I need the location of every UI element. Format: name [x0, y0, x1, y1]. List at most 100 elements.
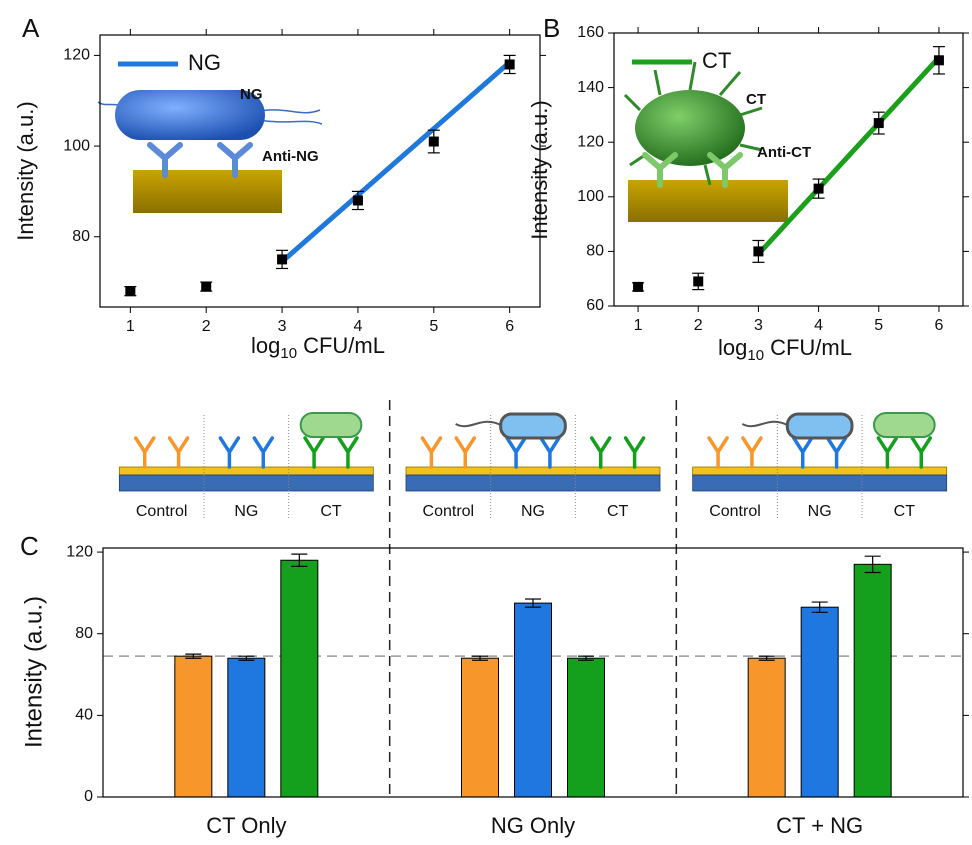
- schematic-label: CT: [320, 503, 342, 520]
- schematic-label: CT: [894, 503, 916, 520]
- plot-frame: [102, 547, 964, 798]
- substrate-gold: [118, 466, 374, 476]
- legend-label: NG: [188, 50, 221, 75]
- x-tick-label: CT Only: [206, 813, 286, 838]
- bar: [800, 606, 839, 798]
- bar: [853, 563, 892, 798]
- antibody: [791, 436, 814, 469]
- antibody: [876, 436, 899, 469]
- data-point: [428, 136, 439, 147]
- ng-flagellum: [741, 420, 788, 428]
- y-axis-title: Intensity (a.u.): [20, 596, 47, 748]
- y-tick-label: 80: [75, 625, 93, 642]
- panel-label: A: [22, 13, 40, 43]
- y-tick-label: 40: [75, 707, 93, 724]
- fit-line: [756, 55, 941, 256]
- panel-label: B: [543, 13, 560, 43]
- data-point: [873, 118, 884, 129]
- data-point: [504, 59, 515, 70]
- data-point: [753, 246, 764, 257]
- panel-label: C: [20, 531, 39, 561]
- antibody: [505, 436, 527, 469]
- x-tick-label: 4: [814, 317, 823, 334]
- fit-line: [280, 60, 512, 264]
- x-tick-label: 1: [634, 317, 643, 334]
- illustration-ng: [97, 90, 323, 213]
- x-tick-label: NG Only: [491, 813, 575, 838]
- data-point: [933, 55, 944, 66]
- bar: [514, 602, 552, 798]
- bar: [461, 657, 499, 798]
- x-axis-title: log10 CFU/mL: [718, 335, 852, 364]
- bar: [280, 559, 319, 798]
- antibody: [133, 436, 156, 469]
- x-tick-label: 4: [353, 318, 362, 335]
- data-point: [813, 183, 824, 194]
- illustration-ct: [623, 61, 788, 222]
- schematic-label: Control: [136, 503, 188, 520]
- antibody: [539, 436, 561, 469]
- ng-bacterium: [499, 412, 567, 440]
- x-title-subscript: 10: [747, 347, 764, 364]
- antibody: [337, 436, 359, 469]
- x-tick-label: CT + NG: [776, 813, 863, 838]
- data-point: [352, 195, 363, 206]
- y-tick-label: 120: [63, 47, 90, 64]
- schematic-label: Control: [423, 503, 475, 520]
- y-tick-label: 0: [84, 788, 93, 805]
- y-axis-title: Intensity (a.u.): [527, 100, 552, 239]
- x-title-base: log: [251, 333, 280, 358]
- data-point: [201, 281, 212, 292]
- bar: [227, 657, 266, 798]
- substrate-base: [692, 474, 948, 492]
- antibody: [218, 436, 241, 469]
- x-tick-label: 1: [126, 318, 135, 335]
- y-tick-label: 160: [577, 24, 604, 41]
- y-tick-label: 80: [586, 243, 604, 260]
- y-tick-label: 120: [577, 133, 604, 150]
- annotation: Anti-NG: [262, 148, 319, 165]
- ng-flagellum: [455, 420, 502, 428]
- x-title-unit: CFU/mL: [770, 335, 852, 360]
- substrate-gold: [692, 466, 948, 476]
- x-tick-label: 6: [934, 317, 943, 334]
- annotation: NG: [240, 86, 263, 103]
- data-point: [633, 281, 644, 292]
- antibody: [420, 436, 443, 469]
- antibody: [252, 436, 275, 469]
- antibody: [589, 436, 612, 469]
- data-point: [125, 286, 136, 297]
- schematic-label: NG: [521, 503, 545, 520]
- schematic-label: CT: [607, 503, 629, 520]
- data-point: [277, 254, 288, 265]
- x-title-unit: CFU/mL: [303, 333, 385, 358]
- substrate-gold: [405, 466, 661, 476]
- ct-bacterium: [299, 412, 363, 438]
- y-tick-label: 140: [577, 79, 604, 96]
- y-tick-label: 60: [586, 297, 604, 314]
- bar: [567, 657, 605, 798]
- antibody: [454, 436, 477, 469]
- x-tick-label: 6: [505, 318, 514, 335]
- x-tick-label: 3: [278, 318, 287, 335]
- y-tick-label: 80: [72, 228, 90, 245]
- bar: [747, 657, 786, 798]
- data-point: [693, 276, 704, 287]
- y-tick-label: 100: [63, 137, 90, 154]
- substrate-base: [118, 474, 374, 492]
- plot-frame: [613, 32, 964, 307]
- antibody: [623, 436, 646, 469]
- antibody: [741, 436, 763, 469]
- x-title-subscript: 10: [280, 345, 297, 362]
- ct-bacterium: [873, 412, 936, 438]
- x-tick-label: 2: [202, 318, 211, 335]
- y-tick-label: 120: [66, 543, 93, 560]
- schematic-label: NG: [234, 503, 258, 520]
- plot-frame: [99, 34, 541, 308]
- antibody: [303, 436, 325, 469]
- substrate-base: [405, 474, 661, 492]
- antibody: [707, 436, 729, 469]
- antibody: [910, 436, 933, 469]
- schematic-label: Control: [709, 503, 761, 520]
